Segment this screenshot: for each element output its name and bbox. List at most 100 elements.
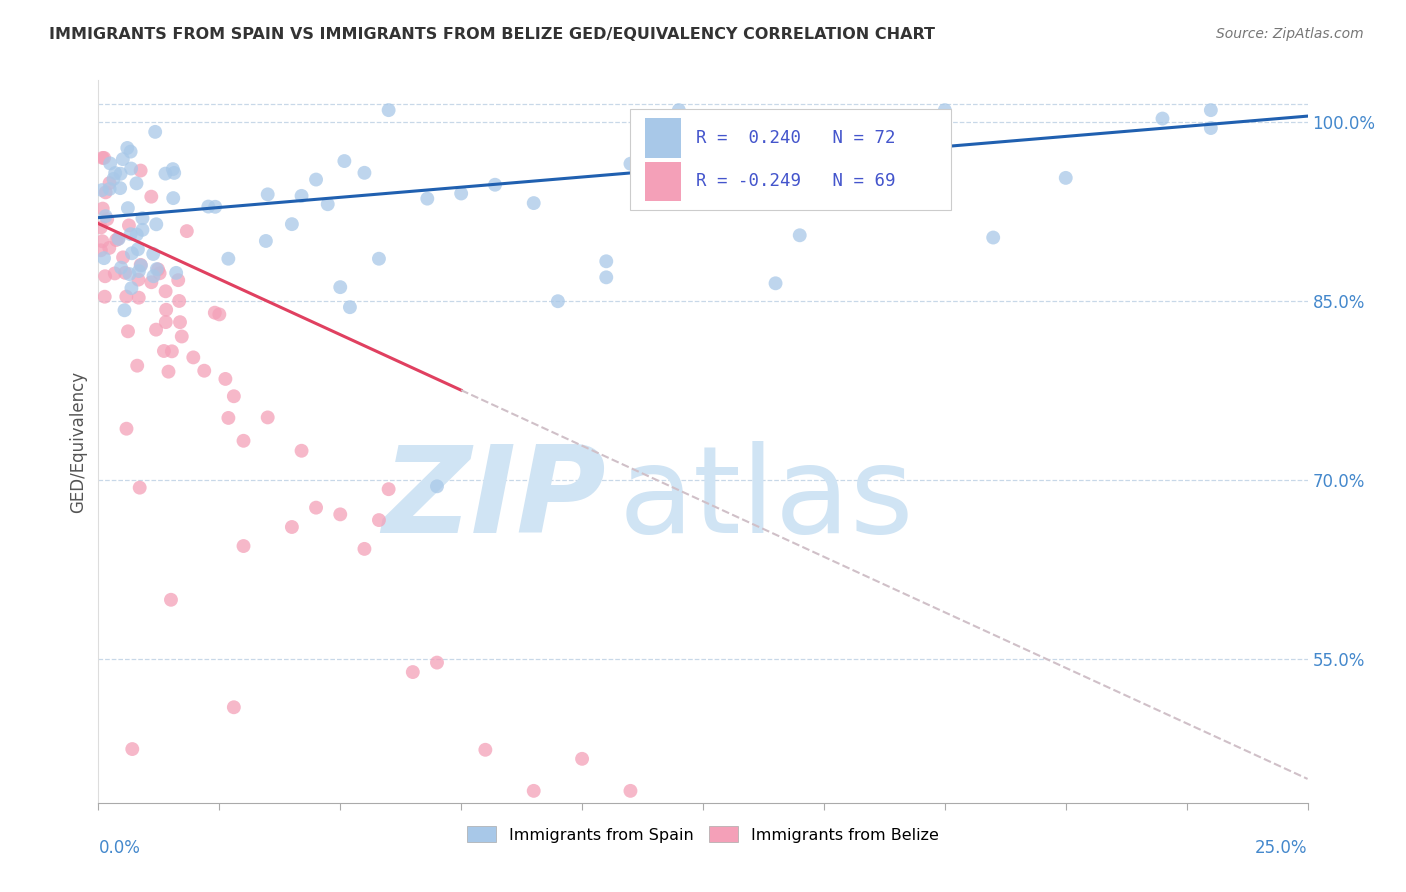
Bar [645,161,682,202]
Legend: Immigrants from Spain, Immigrants from Belize: Immigrants from Spain, Immigrants from B… [461,820,945,849]
Point [128,481,150,495]
Point [217,411,239,425]
Text: R = -0.249   N = 69: R = -0.249 N = 69 [696,172,896,190]
Point [426,656,449,670]
Bar [645,119,682,158]
Y-axis label: GED/Equivalency: GED/Equivalency [69,370,87,513]
Point [167,273,190,287]
Point [160,592,183,607]
Point [668,103,690,117]
Point [416,192,439,206]
Point [117,324,139,338]
Point [222,389,245,403]
Point [169,315,191,329]
Point [93,290,115,304]
Point [91,234,114,248]
Point [860,173,883,187]
Point [142,269,165,284]
Point [176,224,198,238]
Point [93,151,115,165]
Point [339,300,361,314]
Point [162,162,184,177]
Point [91,183,114,197]
Point [595,270,617,285]
Point [108,181,131,195]
Point [104,166,127,180]
Point [129,258,152,272]
Point [120,161,142,176]
Point [523,196,546,211]
Point [160,344,183,359]
Point [110,167,132,181]
Point [256,410,278,425]
Point [141,189,163,203]
Point [204,200,226,214]
Point [402,665,425,679]
Point [149,266,172,280]
Point [104,267,127,281]
Point [155,285,177,299]
Point [232,539,254,553]
Point [333,154,356,169]
Point [96,212,118,227]
Point [571,752,593,766]
Point [128,264,150,278]
Point [146,262,169,277]
Point [131,211,153,226]
Text: R =  0.240   N = 72: R = 0.240 N = 72 [696,129,896,147]
Point [217,252,239,266]
Point [105,233,128,247]
Point [142,247,165,261]
Text: ZIP: ZIP [382,441,606,558]
Point [120,281,142,295]
Point [103,172,125,186]
Point [163,166,186,180]
Point [110,260,132,275]
Point [232,434,254,448]
Point [155,302,177,317]
Point [118,219,141,233]
Text: Source: ZipAtlas.com: Source: ZipAtlas.com [1216,27,1364,41]
Point [94,186,117,200]
Point [145,217,167,231]
Point [127,359,149,373]
Point [450,186,472,201]
Point [90,220,112,235]
Point [153,343,176,358]
Point [91,151,114,165]
Point [98,156,121,170]
Point [155,315,177,329]
Point [281,217,304,231]
Point [120,227,142,242]
Point [789,228,811,243]
Point [619,784,641,798]
Point [165,266,187,280]
Point [143,125,166,139]
Point [125,227,148,242]
Point [1152,112,1174,126]
Point [290,189,312,203]
Point [98,176,121,190]
Point [1054,170,1077,185]
Point [120,145,142,159]
Point [290,443,312,458]
Point [162,191,184,205]
Point [125,177,148,191]
Text: 25.0%: 25.0% [1256,838,1308,857]
Point [115,290,138,304]
Point [368,252,391,266]
Text: IMMIGRANTS FROM SPAIN VS IMMIGRANTS FROM BELIZE GED/EQUIVALENCY CORRELATION CHAR: IMMIGRANTS FROM SPAIN VS IMMIGRANTS FROM… [49,27,935,42]
Point [1199,121,1222,136]
Point [170,329,193,343]
Point [193,364,215,378]
Point [129,259,152,273]
Point [90,244,112,258]
Point [128,291,150,305]
Point [329,508,352,522]
Point [256,187,278,202]
Point [129,163,152,178]
Point [118,267,141,281]
Point [115,422,138,436]
Point [93,251,115,265]
Point [254,234,277,248]
